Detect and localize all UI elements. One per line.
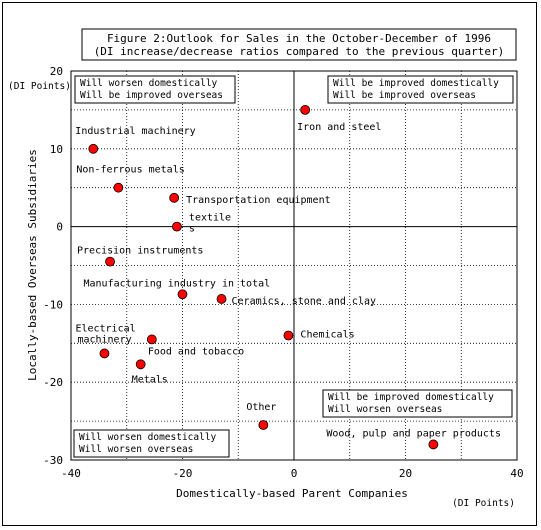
quadrant-box-bottom-left: Will worsen domestically Will worsen ove… — [73, 429, 230, 458]
point-label: Iron and steel — [297, 122, 381, 133]
x-tick-label: 40 — [510, 467, 523, 480]
point-label: textile — [189, 213, 231, 224]
x-tick-label: -20 — [173, 467, 193, 480]
x-tick-labels: -40 -20 0 20 40 — [61, 467, 524, 480]
y-axis-title: Locally-based Overseas Subsidiaries — [26, 149, 39, 381]
quadrant-text: Will be improved domestically — [328, 392, 494, 403]
point-label: Chemicals — [300, 330, 354, 341]
y-tick-label: -30 — [43, 454, 63, 467]
point-label: Other — [246, 402, 276, 413]
data-point — [428, 439, 439, 450]
y-axis-unit: (DI Points) — [8, 81, 71, 92]
chart-title: Figure 2:Outlook for Sales in the Octobe… — [107, 32, 491, 45]
data-point — [300, 105, 311, 115]
data-point — [135, 359, 146, 370]
point-label: machinery — [77, 334, 131, 345]
x-tick-label: 20 — [399, 467, 412, 480]
point-label: Non-ferrous metals — [76, 165, 184, 176]
point-label: Food and tobacco — [148, 346, 244, 357]
data-point — [99, 348, 110, 359]
y-tick-label: -20 — [43, 376, 63, 389]
quadrant-text: Will worsen overseas — [79, 444, 193, 455]
quadrant-box-top-right: Will be improved domestically Will be im… — [327, 75, 514, 104]
quadrant-text: Will be improved domestically — [333, 78, 499, 89]
point-label: Wood, pulp and paper products — [326, 428, 501, 439]
data-point — [172, 221, 182, 232]
quadrant-text: Will be improved overseas — [333, 90, 476, 101]
figure-frame — [2, 2, 537, 526]
y-tick-label: 20 — [50, 65, 63, 78]
data-point — [177, 289, 188, 300]
point-label: Manufacturing industry in total — [84, 278, 271, 289]
title-box — [81, 28, 517, 61]
point-label: Industrial machinery — [75, 126, 195, 137]
point-label: Metals — [132, 374, 168, 385]
quadrant-text: Will worsen domestically — [80, 78, 218, 89]
point-label: Electrical — [75, 323, 135, 334]
data-point — [216, 294, 227, 304]
x-axis-title: Domestically-based Parent Companies — [176, 487, 408, 500]
quadrant-box-bottom-right: Will be improved domestically Will worse… — [322, 389, 513, 418]
data-point — [283, 330, 294, 341]
x-axis-unit: (DI Points) — [452, 498, 515, 509]
y-tick-label: 0 — [56, 221, 63, 234]
zero-lines — [71, 71, 517, 460]
point-label: Transportation equipment — [186, 195, 331, 206]
data-point — [113, 182, 124, 193]
point-label: s — [189, 224, 195, 235]
point-label: Precision instruments — [77, 246, 203, 257]
y-tick-label: 10 — [50, 143, 63, 156]
data-point — [146, 334, 157, 345]
y-tick-labels: 20 10 0 -10 -20 -30 — [43, 65, 63, 467]
quadrant-box-top-left: Will worsen domestically Will be improve… — [74, 75, 236, 104]
y-tick-label: -10 — [43, 298, 63, 311]
data-point — [88, 143, 99, 154]
chart-subtitle: (DI increase/decrease ratios compared to… — [94, 45, 505, 58]
x-tick-label: 0 — [291, 467, 298, 480]
data-point — [105, 256, 115, 267]
point-labels: Iron and steel Industrial machinery Non-fe… — [75, 122, 501, 440]
quadrant-text: Will be improved overseas — [80, 90, 223, 101]
x-tick-label: -40 — [61, 467, 81, 480]
point-label: Ceramics, stone and clay — [232, 296, 377, 307]
data-point — [169, 192, 180, 203]
quadrant-text: Will worsen domestically — [79, 432, 217, 443]
data-point — [258, 420, 269, 430]
quadrant-text: Will worsen overseas — [328, 404, 442, 415]
data-points — [88, 105, 439, 450]
